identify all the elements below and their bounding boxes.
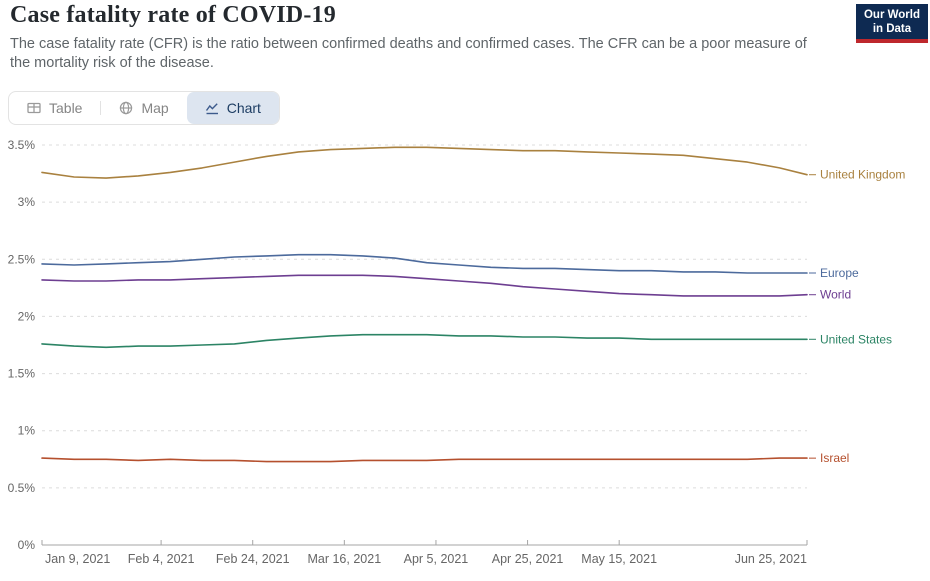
owid-logo[interactable]: Our World in Data (855, 4, 928, 44)
series-label-united-states[interactable]: United States (820, 332, 892, 346)
globe-icon (119, 101, 133, 115)
series-line-world[interactable] (41, 274, 808, 297)
y-tick-label: 2.5% (8, 252, 36, 266)
tab-chart-label: Chart (226, 100, 261, 116)
series-line-europe[interactable] (41, 253, 808, 274)
series-line-israel[interactable] (41, 457, 808, 463)
x-tick-label: Feb 24, 2021 (216, 552, 290, 566)
x-tick-label: Jun 25, 2021 (735, 552, 807, 566)
y-tick-label: 1% (18, 424, 36, 438)
owid-logo-line2: in Data (872, 22, 912, 35)
tab-separator (100, 101, 102, 115)
tab-map-label: Map (141, 100, 169, 116)
x-tick-label: Jan 9, 2021 (45, 552, 110, 566)
page-subtitle: The case fatality rate (CFR) is the rati… (10, 36, 807, 72)
tab-map[interactable]: Map (101, 92, 186, 124)
table-icon (27, 101, 41, 115)
y-tick-label: 3% (18, 195, 36, 209)
series-label-united-kingdom[interactable]: United Kingdom (820, 168, 905, 182)
y-tick-label: 0.5% (8, 481, 36, 495)
page-title: Case fatality rate of COVID-19 (10, 2, 336, 28)
tab-table[interactable]: Table (9, 92, 100, 124)
x-tick-label: May 15, 2021 (581, 552, 657, 566)
tab-table-label: Table (49, 100, 83, 116)
y-tick-label: 0% (18, 538, 36, 552)
x-tick-label: Feb 4, 2021 (128, 552, 195, 566)
x-tick-label: Mar 16, 2021 (307, 552, 381, 566)
series-line-united-states[interactable] (41, 333, 808, 349)
chart-canvas[interactable]: 3.5% 3% 2.5% 2% 1.5% 1% 0.5% 0% Jan 9, 2021 Feb 4… (0, 130, 930, 580)
series-label-europe[interactable]: Europe (820, 266, 859, 280)
x-tick-label: Apr 25, 2021 (492, 552, 564, 566)
y-tick-label: 1.5% (8, 367, 36, 381)
series-line-united-kingdom[interactable] (41, 146, 808, 179)
line-chart-icon (205, 101, 219, 115)
y-tick-label: 3.5% (8, 138, 36, 152)
tab-chart[interactable]: Chart (186, 92, 279, 124)
y-tick-label: 2% (18, 309, 36, 323)
x-tick-label: Apr 5, 2021 (404, 552, 469, 566)
series-label-world[interactable]: World (820, 288, 851, 302)
series-label-israel[interactable]: Israel (820, 451, 849, 465)
owid-logo-line1: Our World (863, 9, 920, 21)
view-tab-bar: Table Map Chart (8, 91, 280, 125)
